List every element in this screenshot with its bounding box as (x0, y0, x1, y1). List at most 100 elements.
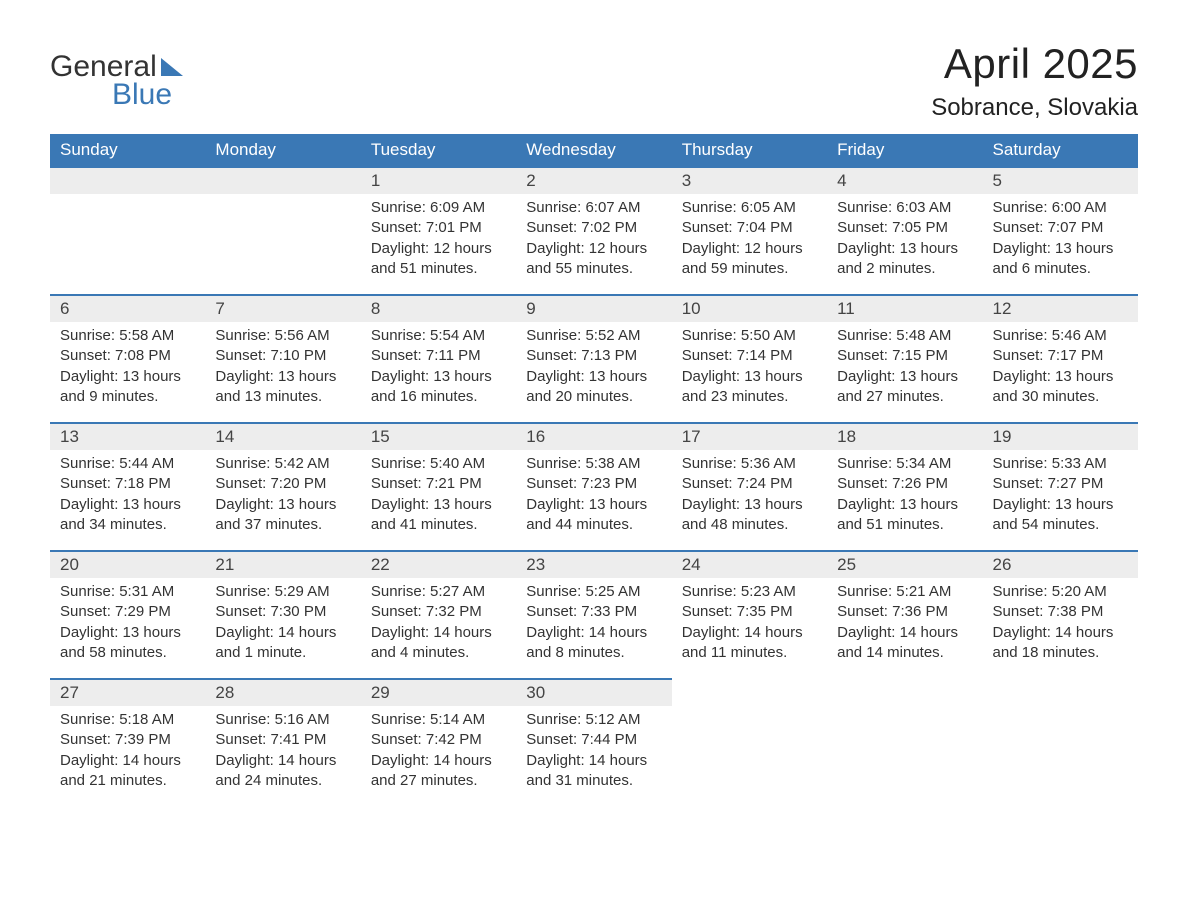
day-body: Sunrise: 5:29 AMSunset: 7:30 PMDaylight:… (205, 578, 360, 669)
calendar-cell (50, 166, 205, 294)
calendar-cell: 16Sunrise: 5:38 AMSunset: 7:23 PMDayligh… (516, 422, 671, 550)
day-number: 30 (516, 678, 671, 706)
calendar-cell: 25Sunrise: 5:21 AMSunset: 7:36 PMDayligh… (827, 550, 982, 678)
calendar-cell: 3Sunrise: 6:05 AMSunset: 7:04 PMDaylight… (672, 166, 827, 294)
calendar-cell: 23Sunrise: 5:25 AMSunset: 7:33 PMDayligh… (516, 550, 671, 678)
day-number: 20 (50, 550, 205, 578)
day-number (672, 678, 827, 704)
day-body: Sunrise: 6:03 AMSunset: 7:05 PMDaylight:… (827, 194, 982, 285)
page-header: General Blue April 2025 Sobrance, Slovak… (50, 40, 1138, 122)
day-body: Sunrise: 5:58 AMSunset: 7:08 PMDaylight:… (50, 322, 205, 413)
day-body: Sunrise: 5:25 AMSunset: 7:33 PMDaylight:… (516, 578, 671, 669)
calendar-cell: 2Sunrise: 6:07 AMSunset: 7:02 PMDaylight… (516, 166, 671, 294)
day-body: Sunrise: 5:23 AMSunset: 7:35 PMDaylight:… (672, 578, 827, 669)
weekday-header: Tuesday (361, 134, 516, 166)
day-body: Sunrise: 5:16 AMSunset: 7:41 PMDaylight:… (205, 706, 360, 797)
weekday-row: SundayMondayTuesdayWednesdayThursdayFrid… (50, 134, 1138, 166)
day-number: 8 (361, 294, 516, 322)
day-body: Sunrise: 5:38 AMSunset: 7:23 PMDaylight:… (516, 450, 671, 541)
day-number: 4 (827, 166, 982, 194)
day-number: 22 (361, 550, 516, 578)
day-body: Sunrise: 5:34 AMSunset: 7:26 PMDaylight:… (827, 450, 982, 541)
calendar-cell: 7Sunrise: 5:56 AMSunset: 7:10 PMDaylight… (205, 294, 360, 422)
day-body: Sunrise: 5:54 AMSunset: 7:11 PMDaylight:… (361, 322, 516, 413)
calendar-cell (827, 678, 982, 806)
day-number: 12 (983, 294, 1138, 322)
month-title: April 2025 (931, 40, 1138, 88)
calendar-cell: 1Sunrise: 6:09 AMSunset: 7:01 PMDaylight… (361, 166, 516, 294)
logo-word2: Blue (112, 78, 172, 112)
calendar-table: SundayMondayTuesdayWednesdayThursdayFrid… (50, 134, 1138, 806)
day-body: Sunrise: 5:46 AMSunset: 7:17 PMDaylight:… (983, 322, 1138, 413)
day-number: 16 (516, 422, 671, 450)
day-body: Sunrise: 5:20 AMSunset: 7:38 PMDaylight:… (983, 578, 1138, 669)
calendar-cell: 14Sunrise: 5:42 AMSunset: 7:20 PMDayligh… (205, 422, 360, 550)
day-number: 29 (361, 678, 516, 706)
day-number: 14 (205, 422, 360, 450)
day-number (983, 678, 1138, 704)
calendar-cell: 4Sunrise: 6:03 AMSunset: 7:05 PMDaylight… (827, 166, 982, 294)
calendar-row: 27Sunrise: 5:18 AMSunset: 7:39 PMDayligh… (50, 678, 1138, 806)
day-body: Sunrise: 6:09 AMSunset: 7:01 PMDaylight:… (361, 194, 516, 285)
calendar-cell: 26Sunrise: 5:20 AMSunset: 7:38 PMDayligh… (983, 550, 1138, 678)
calendar-row: 20Sunrise: 5:31 AMSunset: 7:29 PMDayligh… (50, 550, 1138, 678)
day-body: Sunrise: 5:36 AMSunset: 7:24 PMDaylight:… (672, 450, 827, 541)
calendar-cell: 29Sunrise: 5:14 AMSunset: 7:42 PMDayligh… (361, 678, 516, 806)
day-number (205, 166, 360, 194)
day-number (50, 166, 205, 194)
calendar-head: SundayMondayTuesdayWednesdayThursdayFrid… (50, 134, 1138, 166)
calendar-cell (672, 678, 827, 806)
day-body: Sunrise: 5:44 AMSunset: 7:18 PMDaylight:… (50, 450, 205, 541)
weekday-header: Monday (205, 134, 360, 166)
weekday-header: Friday (827, 134, 982, 166)
day-number: 15 (361, 422, 516, 450)
calendar-cell: 8Sunrise: 5:54 AMSunset: 7:11 PMDaylight… (361, 294, 516, 422)
day-number: 19 (983, 422, 1138, 450)
calendar-cell: 13Sunrise: 5:44 AMSunset: 7:18 PMDayligh… (50, 422, 205, 550)
calendar-cell: 15Sunrise: 5:40 AMSunset: 7:21 PMDayligh… (361, 422, 516, 550)
day-body: Sunrise: 5:40 AMSunset: 7:21 PMDaylight:… (361, 450, 516, 541)
day-body (205, 194, 360, 204)
day-body: Sunrise: 5:27 AMSunset: 7:32 PMDaylight:… (361, 578, 516, 669)
calendar-cell (205, 166, 360, 294)
day-body: Sunrise: 5:48 AMSunset: 7:15 PMDaylight:… (827, 322, 982, 413)
calendar-cell: 12Sunrise: 5:46 AMSunset: 7:17 PMDayligh… (983, 294, 1138, 422)
day-body: Sunrise: 5:12 AMSunset: 7:44 PMDaylight:… (516, 706, 671, 797)
day-number: 6 (50, 294, 205, 322)
day-body: Sunrise: 6:05 AMSunset: 7:04 PMDaylight:… (672, 194, 827, 285)
calendar-cell: 17Sunrise: 5:36 AMSunset: 7:24 PMDayligh… (672, 422, 827, 550)
day-number: 28 (205, 678, 360, 706)
day-number: 9 (516, 294, 671, 322)
calendar-cell: 18Sunrise: 5:34 AMSunset: 7:26 PMDayligh… (827, 422, 982, 550)
weekday-header: Wednesday (516, 134, 671, 166)
calendar-cell: 5Sunrise: 6:00 AMSunset: 7:07 PMDaylight… (983, 166, 1138, 294)
calendar-cell: 24Sunrise: 5:23 AMSunset: 7:35 PMDayligh… (672, 550, 827, 678)
day-body: Sunrise: 5:42 AMSunset: 7:20 PMDaylight:… (205, 450, 360, 541)
weekday-header: Thursday (672, 134, 827, 166)
day-number: 2 (516, 166, 671, 194)
day-number: 11 (827, 294, 982, 322)
day-number: 25 (827, 550, 982, 578)
location-subtitle: Sobrance, Slovakia (931, 94, 1138, 122)
weekday-header: Sunday (50, 134, 205, 166)
day-number: 13 (50, 422, 205, 450)
day-number: 21 (205, 550, 360, 578)
logo: General Blue (50, 50, 183, 112)
calendar-cell: 27Sunrise: 5:18 AMSunset: 7:39 PMDayligh… (50, 678, 205, 806)
day-body: Sunrise: 5:18 AMSunset: 7:39 PMDaylight:… (50, 706, 205, 797)
calendar-row: 6Sunrise: 5:58 AMSunset: 7:08 PMDaylight… (50, 294, 1138, 422)
day-body: Sunrise: 6:07 AMSunset: 7:02 PMDaylight:… (516, 194, 671, 285)
day-number: 17 (672, 422, 827, 450)
calendar-row: 13Sunrise: 5:44 AMSunset: 7:18 PMDayligh… (50, 422, 1138, 550)
day-body (50, 194, 205, 204)
day-body: Sunrise: 5:52 AMSunset: 7:13 PMDaylight:… (516, 322, 671, 413)
day-number: 10 (672, 294, 827, 322)
calendar-cell: 21Sunrise: 5:29 AMSunset: 7:30 PMDayligh… (205, 550, 360, 678)
day-number: 26 (983, 550, 1138, 578)
calendar-cell: 19Sunrise: 5:33 AMSunset: 7:27 PMDayligh… (983, 422, 1138, 550)
day-body: Sunrise: 5:33 AMSunset: 7:27 PMDaylight:… (983, 450, 1138, 541)
calendar-cell (983, 678, 1138, 806)
day-body: Sunrise: 6:00 AMSunset: 7:07 PMDaylight:… (983, 194, 1138, 285)
title-block: April 2025 Sobrance, Slovakia (931, 40, 1138, 122)
day-body (672, 704, 827, 714)
